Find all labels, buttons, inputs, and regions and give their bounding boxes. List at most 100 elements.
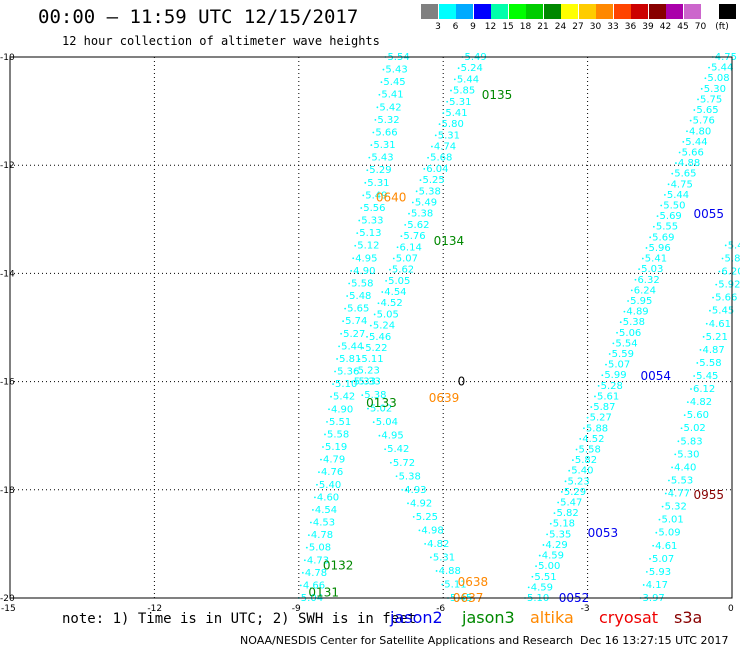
- pass-number-label: 0133: [366, 396, 397, 410]
- swh-dot: [686, 401, 689, 404]
- swh-value: 5.62: [407, 220, 429, 231]
- swh-value: 5.58: [699, 358, 721, 369]
- swh-value: 4.40: [674, 462, 696, 473]
- swh-dot: [616, 331, 618, 334]
- swh-value: 4.73: [307, 555, 329, 566]
- swh-dot: [369, 324, 372, 327]
- swh-value: 5.45: [383, 77, 405, 88]
- axis-labels: -10 -12 -14 -16 -18 -20-15 -12 -9 -6 -3 0: [0, 53, 734, 614]
- swh-dot: [683, 414, 686, 417]
- legend-label: 12: [484, 22, 497, 32]
- swh-dot: [686, 130, 688, 133]
- swh-dot: [360, 207, 363, 209]
- swh-value: 4.61: [655, 541, 677, 552]
- legend-unit: (ft): [715, 22, 729, 32]
- swh-value: 5.49: [415, 198, 437, 209]
- swh-value: 5.55: [656, 222, 678, 233]
- swh-value: 5.43: [385, 65, 407, 76]
- swh-value: 5.29: [369, 165, 391, 176]
- swh-value: 5.01: [661, 515, 683, 526]
- credit-line: NOAA/NESDIS Center for Satellite Applica…: [240, 634, 574, 647]
- swh-value: 5.35: [549, 529, 571, 540]
- swh-dot: [354, 244, 357, 247]
- legend-label: 33: [607, 22, 619, 32]
- swh-dot: [446, 100, 449, 103]
- swh-value: 5.88: [586, 423, 608, 434]
- swh-dot: [320, 458, 322, 461]
- swh-value: 5.24: [461, 63, 483, 74]
- swh-value: 5.66: [682, 147, 704, 158]
- swh-value: 4.74: [434, 142, 456, 153]
- swh-value: 5.65: [696, 105, 718, 116]
- swh-value: 5.31: [367, 178, 389, 189]
- swh-value: 5.38: [623, 317, 645, 328]
- swh-value: 6.24: [634, 285, 656, 296]
- swh-dot: [571, 459, 574, 461]
- pass-number-label: 0640: [376, 191, 407, 205]
- legend-swatch: [491, 4, 508, 19]
- swh-dot: [358, 358, 361, 361]
- swh-dot: [667, 183, 670, 186]
- swh-value: 5.13: [359, 228, 381, 239]
- swh-value: 5.33: [361, 216, 383, 227]
- swh-value: 5.43: [371, 153, 393, 164]
- swh-value: 5.44: [341, 341, 363, 352]
- satellite-legend-item: s3a: [674, 608, 703, 627]
- swh-value: 4.80: [689, 126, 711, 137]
- swh-dot: [663, 194, 666, 196]
- swh-value: 5.09: [658, 528, 680, 539]
- swh-dot: [389, 461, 392, 464]
- swh-value: 5.33: [354, 377, 376, 388]
- swh-dot: [441, 583, 444, 586]
- legend-swatch: [561, 4, 578, 19]
- legend-label: 18: [519, 22, 532, 32]
- swh-value: 5.61: [597, 391, 619, 402]
- pass-number-label: 0055: [693, 207, 724, 221]
- swh-value: 5.25: [422, 175, 444, 186]
- swh-dot: [352, 257, 355, 260]
- swh-value: 5.80: [442, 119, 464, 130]
- swh-dot: [457, 67, 460, 70]
- swh-dot: [677, 440, 680, 443]
- swh-dot: [366, 169, 369, 172]
- swh-dot: [619, 321, 622, 324]
- swh-value: 5.22: [365, 343, 387, 354]
- swh-dot: [334, 370, 336, 373]
- swh-value: 5.51: [329, 417, 351, 428]
- swh-value: 6.04: [426, 164, 448, 175]
- swh-dot: [668, 479, 670, 482]
- swh-value: 4.82: [690, 397, 712, 408]
- swh-dot: [368, 156, 371, 159]
- swh-dot: [401, 488, 404, 491]
- swh-dot: [361, 394, 364, 397]
- swh-value: 5.08: [707, 73, 729, 84]
- swh-value: 5.06: [619, 328, 641, 339]
- swh-dot: [612, 342, 615, 345]
- legend-swatch: [473, 4, 491, 19]
- swh-value: 4.78: [311, 530, 333, 541]
- swh-value: 4.95: [381, 431, 403, 442]
- swh-dot: [560, 491, 563, 493]
- legend-label: 24: [554, 22, 567, 32]
- swh-value: 4.82: [427, 539, 449, 550]
- swh-value: 4.66: [303, 580, 325, 591]
- swh-dot: [427, 156, 429, 159]
- swh-dot: [652, 225, 655, 228]
- swh-dot: [340, 332, 343, 335]
- lon-tick-label: -15: [1, 604, 16, 614]
- swh-value: 5.45: [712, 306, 734, 317]
- swh-value: 5.21: [706, 332, 728, 343]
- legend-swatch: [701, 4, 718, 19]
- swh-dot: [597, 384, 600, 387]
- swh-value: 5.27: [343, 329, 365, 340]
- legend-swatch: [683, 4, 701, 19]
- swh-value: 4.54: [315, 505, 337, 516]
- swh-dot: [718, 270, 721, 273]
- swh-value: 5.42: [379, 102, 401, 113]
- swh-value: 5.95: [630, 296, 652, 307]
- swh-value: 5.59: [612, 349, 634, 360]
- swh-dot: [362, 194, 365, 197]
- swh-dot: [680, 427, 683, 430]
- swh-dot: [326, 420, 328, 423]
